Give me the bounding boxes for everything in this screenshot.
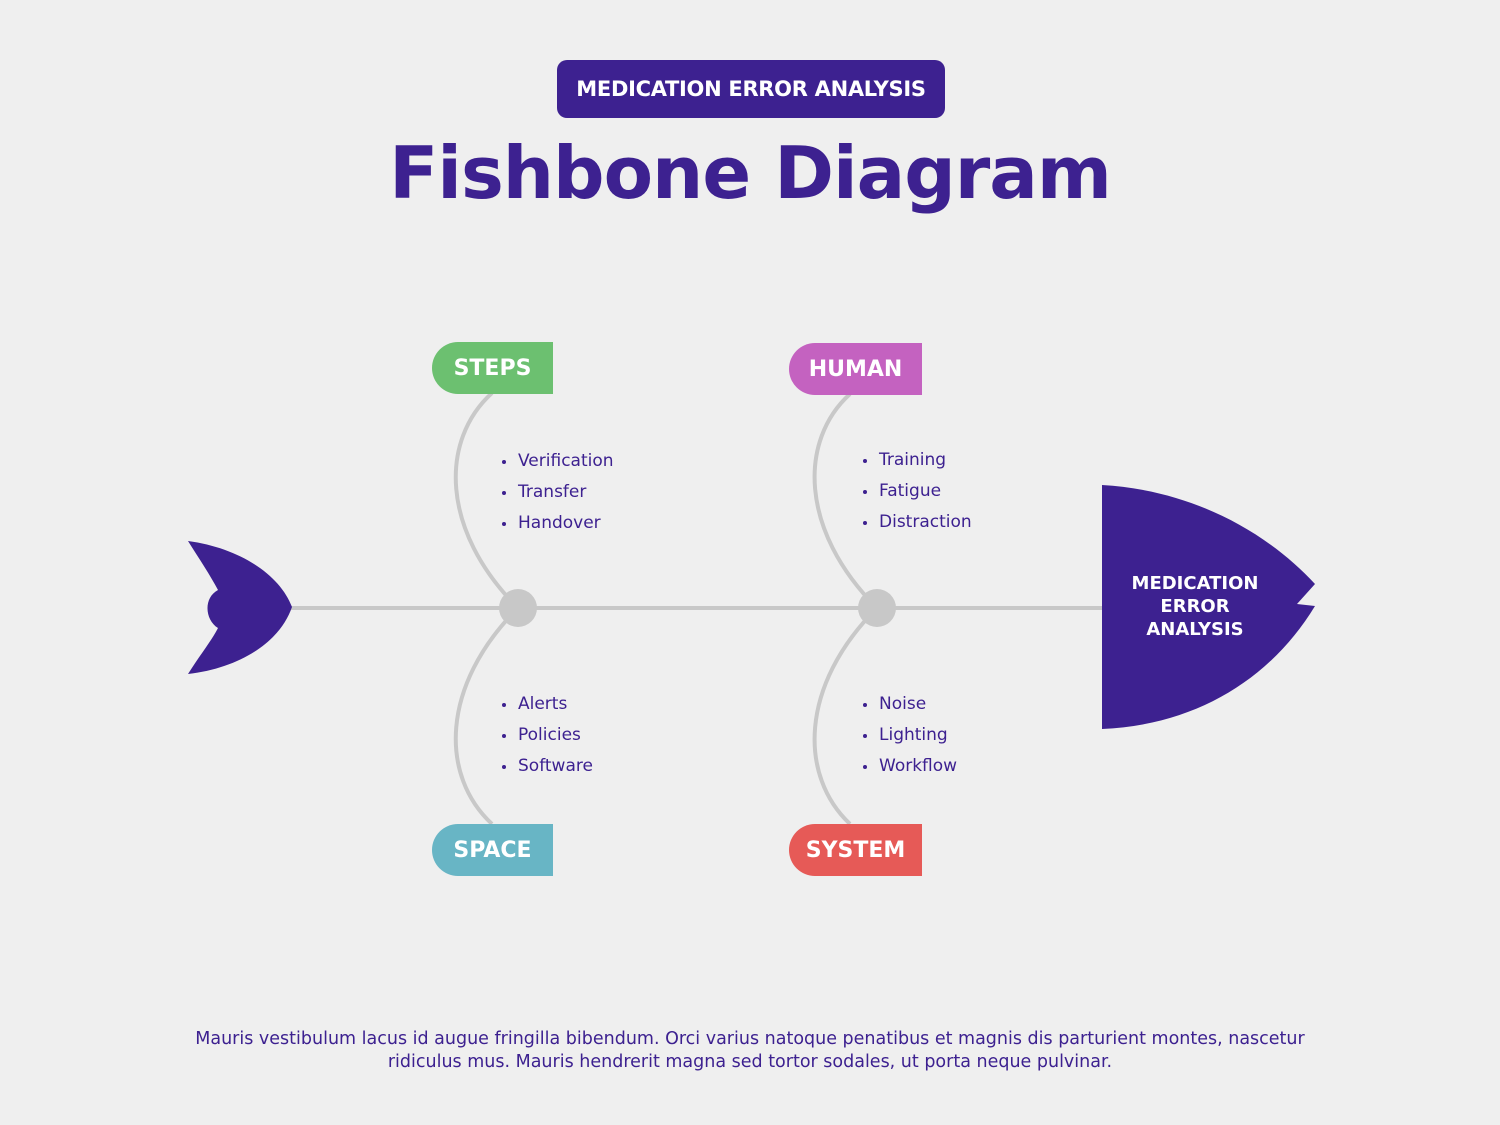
list-item: Training [861, 445, 972, 476]
list-item: Noise [861, 689, 957, 720]
category-label-human: HUMAN [789, 343, 922, 395]
list-item: Lighting [861, 720, 957, 751]
fish-head [1102, 485, 1315, 729]
category-label-system: SYSTEM [789, 824, 922, 876]
rib-steps [453, 391, 520, 610]
list-item: Software [500, 751, 593, 782]
rib-space [453, 606, 520, 826]
category-items-human: Training Fatigue Distraction [861, 445, 972, 538]
fish-head-line: ANALYSIS [1146, 619, 1244, 640]
list-item: Distraction [861, 507, 972, 538]
fish-head-label: MEDICATION ERROR ANALYSIS [1110, 572, 1280, 641]
category-label-space: SPACE [432, 824, 553, 876]
list-item: Verification [500, 446, 614, 477]
footer-text: Mauris vestibulum lacus id augue fringil… [195, 1029, 1305, 1072]
rib-human [812, 392, 879, 610]
category-items-system: Noise Lighting Workflow [861, 689, 957, 782]
rib-system [812, 606, 879, 826]
list-item: Fatigue [861, 476, 972, 507]
list-item: Transfer [500, 477, 614, 508]
joint-left [499, 589, 537, 627]
joint-right [858, 589, 896, 627]
header-badge: MEDICATION ERROR ANALYSIS [557, 60, 945, 118]
category-items-space: Alerts Policies Software [500, 689, 593, 782]
category-items-steps: Verification Transfer Handover [500, 446, 614, 539]
list-item: Workflow [861, 751, 957, 782]
fish-head-line: MEDICATION [1131, 573, 1259, 594]
page-title: Fishbone Diagram [389, 131, 1112, 215]
list-item: Policies [500, 720, 593, 751]
fish-tail [188, 541, 292, 674]
fish-head-line: ERROR [1160, 596, 1230, 617]
list-item: Alerts [500, 689, 593, 720]
list-item: Handover [500, 508, 614, 539]
category-label-steps: STEPS [432, 342, 553, 394]
